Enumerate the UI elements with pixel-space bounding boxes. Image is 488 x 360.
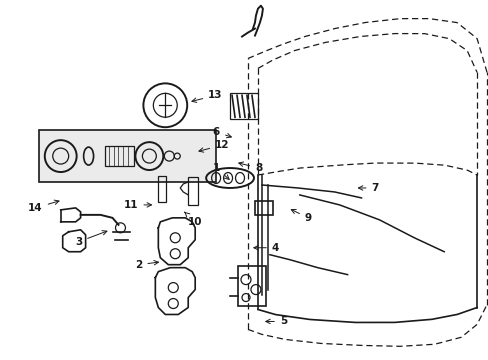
Bar (39, 130, 216, 182)
Text: 3: 3 (75, 231, 107, 247)
Text: 9: 9 (291, 210, 311, 223)
Text: 11: 11 (123, 200, 151, 210)
Bar (238, 266, 265, 306)
Text: 7: 7 (358, 183, 378, 193)
Text: 14: 14 (28, 200, 59, 213)
Bar (158, 176, 166, 202)
Text: 8: 8 (238, 162, 262, 173)
Text: 6: 6 (212, 127, 231, 138)
Bar (188, 177, 198, 205)
Text: 13: 13 (192, 90, 222, 102)
Bar (254, 201, 272, 215)
Bar (229, 93, 258, 119)
Text: 5: 5 (265, 316, 286, 327)
Bar (104, 146, 134, 166)
Text: 1: 1 (212, 163, 229, 179)
Text: 12: 12 (199, 140, 229, 152)
Text: 2: 2 (135, 260, 158, 270)
Text: 10: 10 (184, 212, 202, 227)
Text: 4: 4 (253, 243, 279, 253)
